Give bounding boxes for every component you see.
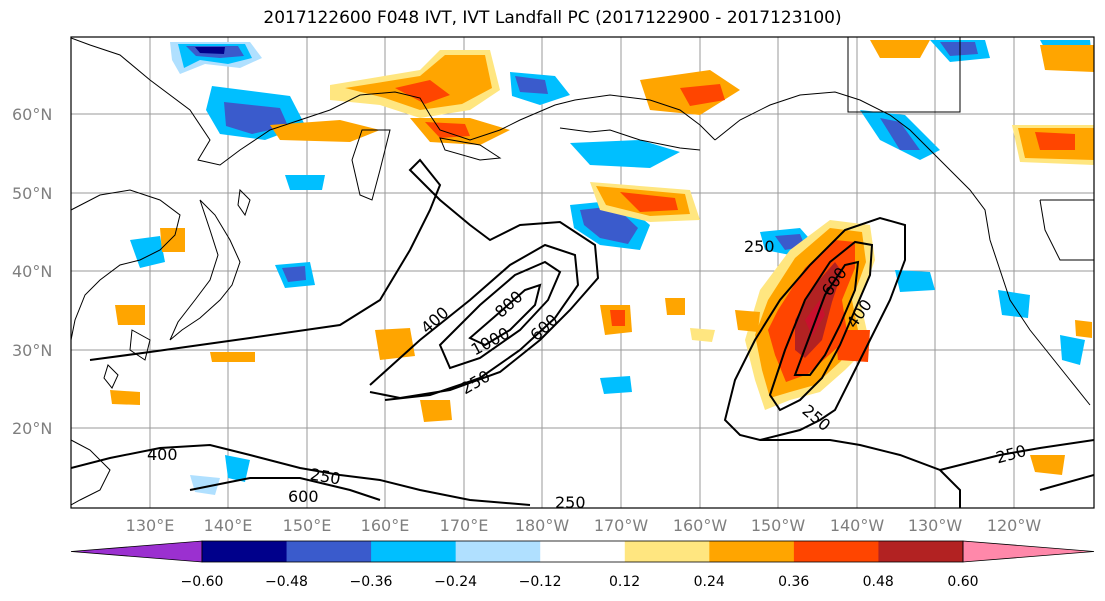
lon-label: 130°E [126,516,175,535]
colorbar-extend-high [962,540,1095,563]
colorbar-segment [709,541,795,562]
lon-label: 120°W [987,516,1042,535]
latitude-labels: 60°N 50°N 40°N 30°N 20°N [12,105,52,438]
colorbar: −0.60 −0.48 −0.36 −0.24 −0.12 0.12 0.24 0.36 0.4… [70,540,1095,590]
lon-label: 150°E [283,516,332,535]
map-frame [70,36,1095,509]
coastlines [71,37,1094,506]
colorbar-segment [455,541,541,562]
colorbar-tick-label: 0.24 [694,574,725,590]
graticule [71,37,1094,508]
contour-label: 400 [147,445,178,464]
colorbar-tick-label: 0.12 [609,574,640,590]
colorbar-tick-label: −0.12 [519,574,562,590]
colorbar-tick-label: −0.24 [434,574,477,590]
colorbar-segment [371,541,457,562]
lon-label: 140°W [830,516,885,535]
colorbar-tick-label: −0.48 [265,574,308,590]
longitude-labels: 130°E 140°E 150°E 160°E 170°E 180°W 170°… [126,516,1042,535]
colorbar-tick-label: −0.60 [181,574,224,590]
colorbar-tick-label: 0.36 [778,574,809,590]
lon-label: 170°E [440,516,489,535]
lon-label: 130°W [908,516,963,535]
colorbar-tick-label: 0.48 [863,574,894,590]
colorbar-segment [540,541,626,562]
lat-label: 60°N [12,105,52,124]
lon-label: 140°E [204,516,253,535]
lon-label: 180°W [515,516,570,535]
colorbar-segment [793,541,879,562]
lon-label: 170°W [594,516,649,535]
lat-label: 20°N [12,419,52,438]
contour-label: 250 [744,237,775,256]
colorbar-segment [878,541,964,562]
colorbar-segment [286,541,372,562]
map-title: 2017122600 F048 IVT, IVT Landfall PC (20… [263,8,842,28]
colorbar-segment [202,541,288,562]
lat-label: 30°N [12,341,52,360]
lat-label: 40°N [12,262,52,281]
lat-label: 50°N [12,184,52,203]
lon-label: 150°W [751,516,806,535]
colorbar-tick-label: −0.36 [350,574,393,590]
lon-label: 160°E [361,516,410,535]
contour-label: 600 [288,487,319,506]
contour-label: 250 [555,493,586,512]
ivt-contours [71,158,1094,508]
colorbar-tick-label: 0.60 [947,574,978,590]
colorbar-border [201,540,964,563]
colorbar-segment [624,541,710,562]
lon-label: 160°W [673,516,728,535]
colorbar-extend-low [70,540,203,563]
